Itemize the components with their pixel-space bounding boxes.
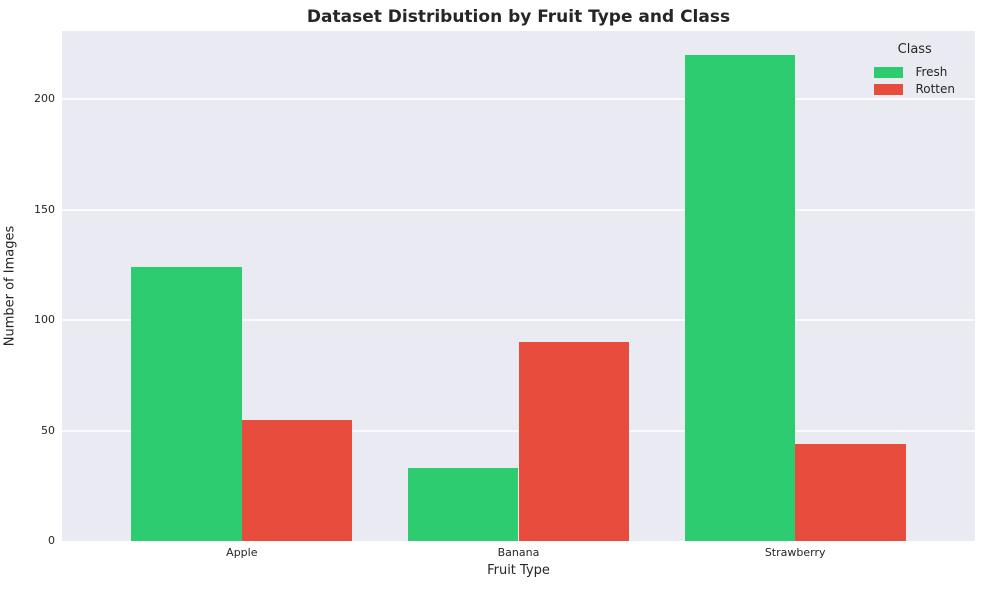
legend-swatch-icon: [874, 66, 904, 78]
gridline-y200: [62, 98, 975, 101]
x-axis-label: Fruit Type: [487, 563, 550, 578]
plot-area: Class Fresh Rotten: [62, 31, 975, 541]
legend-swatch-icon: [874, 83, 904, 95]
legend-label: Rotten: [915, 82, 955, 96]
bar-strawberry-rotten: [795, 443, 906, 541]
legend-entries: Fresh Rotten: [874, 62, 955, 99]
chart-title: Dataset Distribution by Fruit Type and C…: [306, 7, 731, 27]
legend-entry-rotten: Rotten: [874, 82, 955, 96]
bar-apple-fresh: [131, 267, 242, 541]
gridline-y150: [62, 208, 975, 211]
x-tick-apple: Apple: [226, 546, 258, 559]
y-axis-label: Number of Images: [2, 225, 18, 347]
legend-title: Class: [897, 42, 932, 57]
y-tick-200: 200: [34, 92, 55, 106]
legend-label: Fresh: [915, 65, 948, 79]
legend-entry-fresh: Fresh: [874, 65, 955, 79]
x-tick-strawberry: Strawberry: [764, 546, 826, 559]
bar-strawberry-fresh: [684, 55, 796, 541]
bar-banana-rotten: [518, 342, 630, 541]
legend: Class Fresh Rotten: [866, 38, 963, 103]
gridline-y100: [62, 319, 975, 322]
x-tick-banana: Banana: [497, 546, 540, 559]
y-tick-50: 50: [41, 423, 55, 437]
y-tick-150: 150: [34, 202, 55, 216]
y-tick-0: 0: [48, 534, 55, 547]
bar-apple-rotten: [241, 419, 353, 541]
y-tick-100: 100: [34, 313, 55, 327]
bar-banana-fresh: [407, 468, 519, 541]
